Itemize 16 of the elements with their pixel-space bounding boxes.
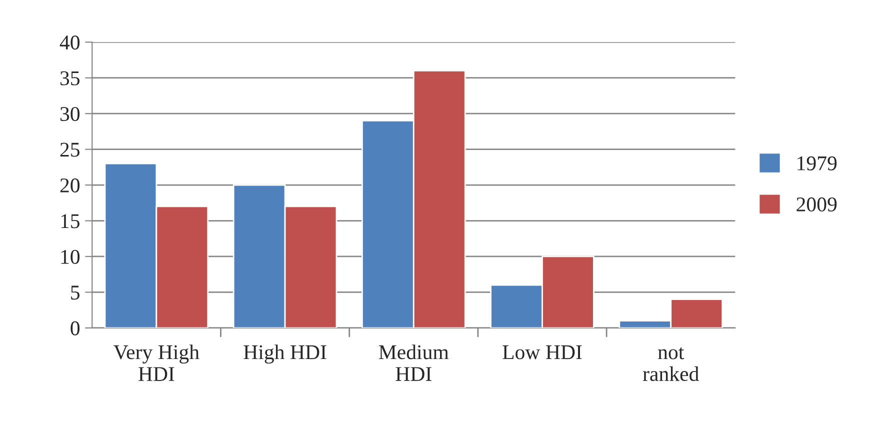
legend-label: 2009 [796,197,837,212]
x-tick-label: Very High HDI [114,344,200,381]
x-tick-label: Medium HDI [378,344,449,381]
y-tick-label: 10 [61,250,80,264]
x-tick-label: High HDI [244,344,326,364]
y-tick-label: 30 [60,106,80,122]
x-tick-label: Low HDI [502,345,582,360]
y-tick-label: 25 [60,142,80,157]
y-tick-label: 15 [61,214,80,228]
x-tick-label: not ranked [642,347,699,382]
legend-label: 1979 [798,156,837,170]
y-tick-label: 40 [60,36,80,50]
y-tick-label: 20 [60,178,80,192]
y-tick-label: 35 [60,71,80,86]
y-tick-label: 5 [71,286,80,300]
y-tick-label: 0 [70,321,80,336]
